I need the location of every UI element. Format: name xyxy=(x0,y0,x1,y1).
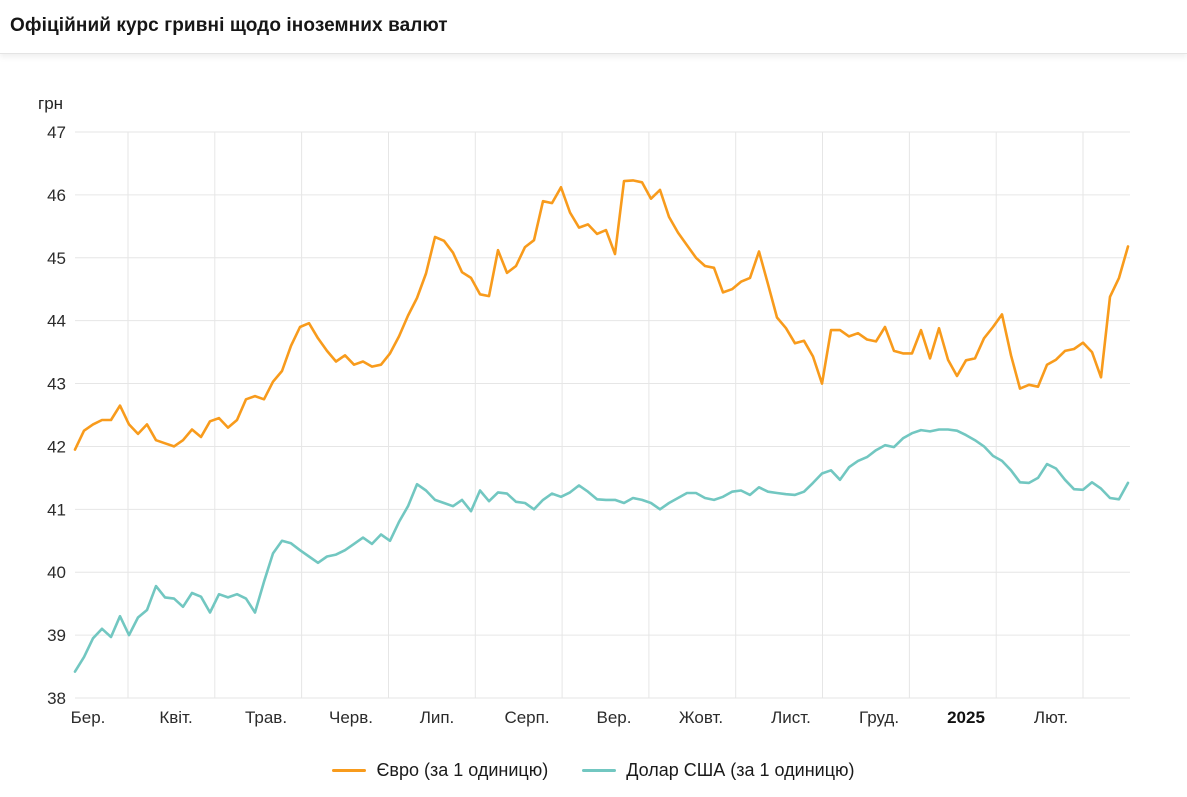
y-tick-label: 46 xyxy=(47,186,66,205)
y-tick-label: 45 xyxy=(47,249,66,268)
y-tick-label: 44 xyxy=(47,312,66,331)
y-tick-label: 39 xyxy=(47,626,66,645)
usd-rate-line[interactable] xyxy=(73,428,1130,673)
legend-item-usd[interactable]: Долар США (за 1 одиницю) xyxy=(582,760,855,781)
euro-rate-line[interactable] xyxy=(73,179,1130,451)
page-title: Офіційний курс гривні щодо іноземних вал… xyxy=(10,15,448,36)
x-tick-label: Квіт. xyxy=(159,708,192,727)
usd-line-swatch xyxy=(582,769,617,772)
legend-item-euro[interactable]: Євро (за 1 одиницю) xyxy=(332,760,548,781)
y-axis-unit-label: грн xyxy=(38,94,63,113)
y-tick-label: 47 xyxy=(47,123,66,142)
y-tick-label: 43 xyxy=(47,375,66,394)
x-tick-label: 2025 xyxy=(947,708,985,727)
legend-label-usd: Долар США (за 1 одиницю) xyxy=(626,760,855,780)
x-tick-label: Лют. xyxy=(1034,708,1068,727)
y-tick-label: 41 xyxy=(47,500,66,519)
y-tick-label: 38 xyxy=(47,689,66,708)
euro-line-swatch xyxy=(332,769,367,772)
chart-legend: Євро (за 1 одиницю) Долар США (за 1 один… xyxy=(0,760,1187,781)
x-tick-label: Черв. xyxy=(329,708,373,727)
x-tick-label: Жовт. xyxy=(679,708,723,727)
x-tick-label: Лип. xyxy=(420,708,455,727)
x-tick-label: Вер. xyxy=(597,708,632,727)
y-tick-label: 40 xyxy=(47,563,66,582)
header-bar: Офіційний курс гривні щодо іноземних вал… xyxy=(0,0,1187,54)
x-tick-label: Груд. xyxy=(859,708,899,727)
x-tick-label: Серп. xyxy=(504,708,549,727)
legend-label-euro: Євро (за 1 одиницю) xyxy=(376,760,549,780)
x-tick-label: Бер. xyxy=(71,708,106,727)
x-tick-label: Лист. xyxy=(771,708,811,727)
y-tick-label: 42 xyxy=(47,437,66,456)
x-tick-label: Трав. xyxy=(245,708,287,727)
